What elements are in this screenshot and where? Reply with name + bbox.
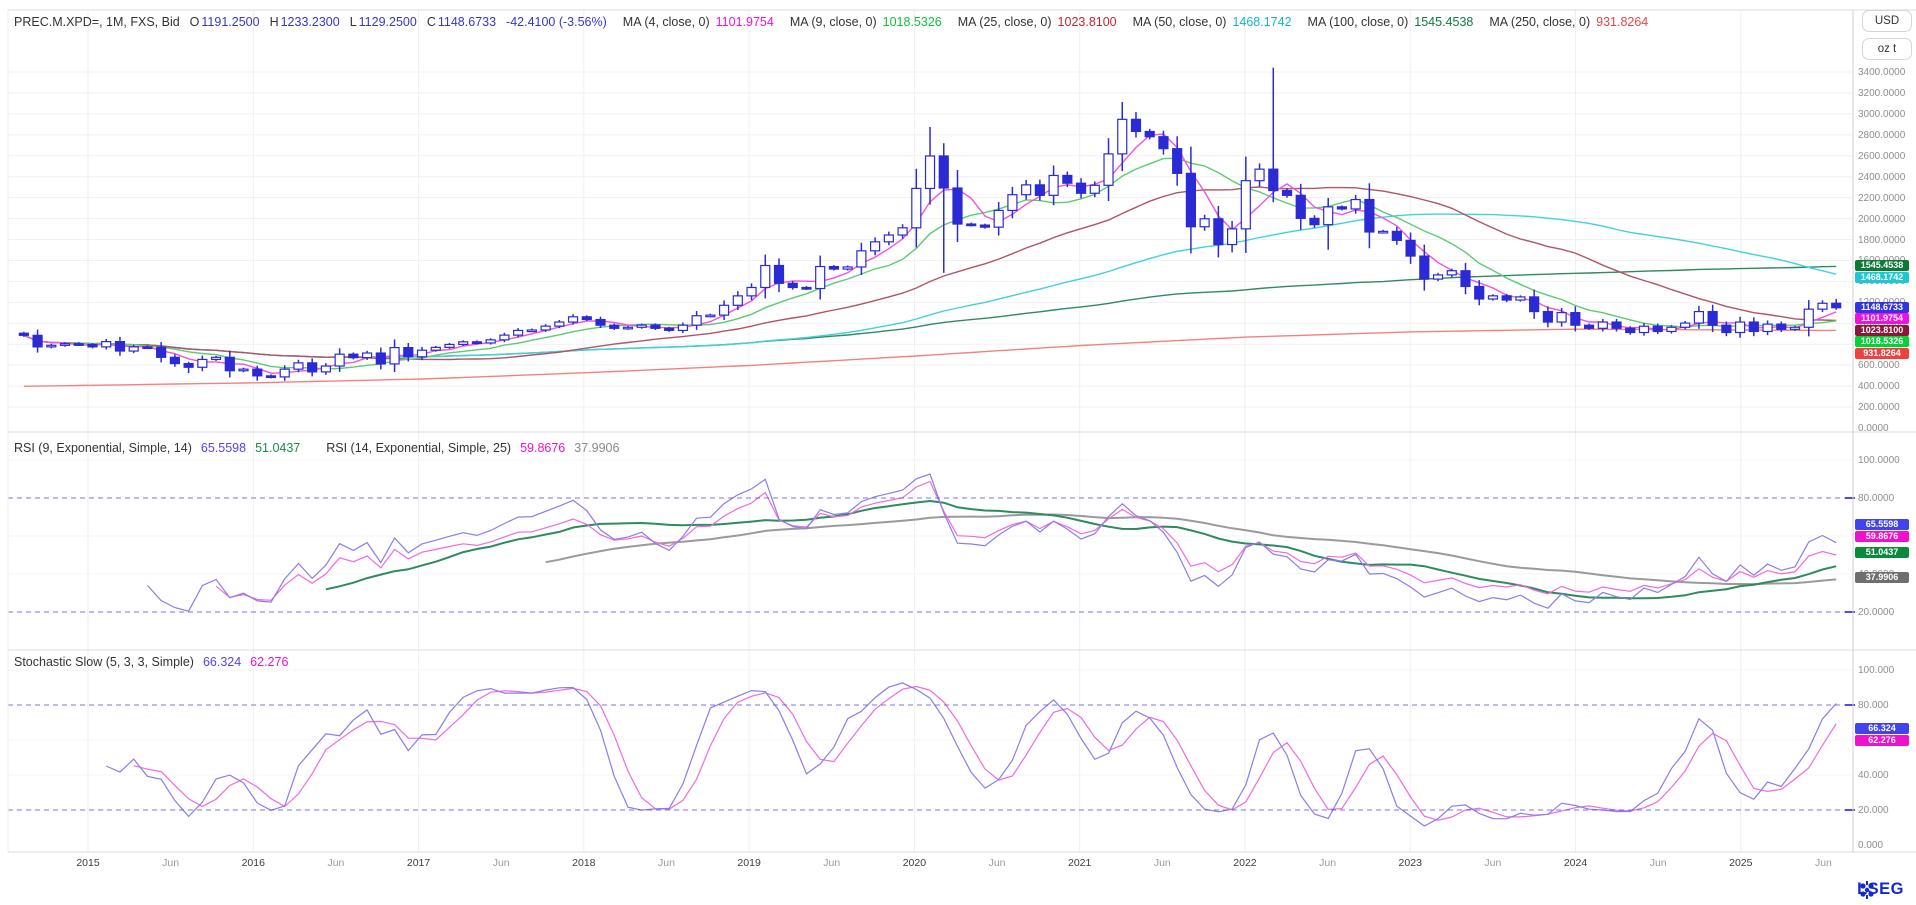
stoch-tick: 40.000 xyxy=(1858,770,1889,781)
ma-legend-item-100[interactable]: MA (100, close, 0) 1545.4538 xyxy=(1307,15,1474,29)
sto-seg-1: 66.324 xyxy=(202,655,242,669)
price-badge: 1148.6733 xyxy=(1855,301,1909,313)
price-tick: 3000.0000 xyxy=(1858,108,1906,120)
candles xyxy=(18,67,1842,381)
rsi-seg-1: 65.5598 xyxy=(200,441,247,455)
price-badge: 1023.8100 xyxy=(1855,324,1909,336)
ma-legend-item-250[interactable]: MA (250, close, 0) 931.8264 xyxy=(1489,15,1649,29)
price-badge: 1468.1742 xyxy=(1855,271,1909,283)
price-tick: 2400.0000 xyxy=(1858,171,1906,183)
unit-box: USD oz t xyxy=(1862,10,1912,66)
rsi-seg-0: RSI (9, Exponential, Simple, 14) xyxy=(14,441,192,455)
x-axis-label: Jun xyxy=(327,857,345,869)
ohlc-c: C 1148.6733 xyxy=(426,15,497,29)
x-axis-label: 2021 xyxy=(1067,857,1092,869)
x-axis-label: 2023 xyxy=(1398,857,1422,869)
ohlc-l: L 1129.2500 xyxy=(349,15,417,29)
price-tick: 600.0000 xyxy=(1858,360,1900,372)
change-value: -42.4100 (-3.56%) xyxy=(506,15,607,29)
x-axis-label: Jun xyxy=(1153,857,1171,869)
x-axis-label: Jun xyxy=(988,857,1006,869)
rsi-tick: 80.0000 xyxy=(1858,493,1895,504)
stoch-badge: 66.324 xyxy=(1855,722,1909,734)
price-tick: 200.0000 xyxy=(1858,402,1900,414)
ma-legend-item-4[interactable]: MA (4, close, 0) 1101.9754 xyxy=(622,15,774,29)
rsi-badge: 51.0437 xyxy=(1855,547,1909,559)
stoch-tick: 0.000 xyxy=(1858,840,1884,851)
currency-chip[interactable]: USD xyxy=(1862,10,1912,32)
stoch-badge: 62.276 xyxy=(1855,735,1909,747)
x-axis-label: Jun xyxy=(1484,857,1502,869)
price-tick: 2600.0000 xyxy=(1858,150,1906,162)
rsi-seg-3: RSI (14, Exponential, Simple, 25) xyxy=(326,441,512,455)
rsi-header[interactable]: RSI (9, Exponential, Simple, 14) 65.5598 5… xyxy=(14,441,619,455)
price-tick: 2800.0000 xyxy=(1858,129,1906,141)
rsi-seg-5: 37.9906 xyxy=(574,441,620,455)
price-badge: 1018.5326 xyxy=(1855,336,1909,348)
lseg-crest-icon xyxy=(1860,881,1874,899)
ma-legend-item-25[interactable]: MA (25, close, 0) 1023.8100 xyxy=(957,15,1117,29)
price-tick: 0.0000 xyxy=(1858,423,1889,434)
x-axis-label: Jun xyxy=(658,857,675,869)
price-tick: 1800.0000 xyxy=(1858,234,1906,246)
ma-legend: MA (4, close, 0) 1101.9754 MA (9, close, 0… xyxy=(607,15,1648,29)
x-axis-label: 2020 xyxy=(902,857,927,869)
x-axis-label: 2016 xyxy=(241,857,265,869)
x-axis-label: 2022 xyxy=(1233,857,1257,869)
price-tick: 3200.0000 xyxy=(1858,87,1906,99)
rsi-tick: 20.0000 xyxy=(1858,607,1895,618)
price-tick: 2000.0000 xyxy=(1858,213,1906,225)
price-tick: 400.0000 xyxy=(1858,381,1900,393)
x-axis-label: Jun xyxy=(492,857,510,869)
ohlc-h: H 1233.2300 xyxy=(269,15,340,29)
ohlc-readout: O 1191.2500 H 1233.2300 L 1129.2500 C 1148.6733 xyxy=(180,15,496,29)
stoch-tick: 20.000 xyxy=(1858,805,1889,816)
x-axis-label: Jun xyxy=(823,857,841,869)
rsi-seg-2: 51.0437 xyxy=(255,441,301,455)
stochastic-header[interactable]: Stochastic Slow (5, 3, 3, Simple) 66.324 6… xyxy=(14,655,288,669)
ohlc-o: O 1191.2500 xyxy=(189,15,260,29)
price-badge: 1101.9754 xyxy=(1855,313,1909,325)
ma-legend-item-9[interactable]: MA (9, close, 0) 1018.5326 xyxy=(789,15,942,29)
x-axis-label: 2017 xyxy=(406,857,431,869)
x-axis-label: Jun xyxy=(1319,857,1337,869)
x-axis-label: 2019 xyxy=(737,857,761,869)
main-legend: PREC.M.XPD=, 1M, FXS, Bid O 1191.2500 H 123… xyxy=(14,13,1648,31)
rsi-tick: 100.0000 xyxy=(1858,455,1900,466)
rsi-badge: 65.5598 xyxy=(1855,519,1909,531)
price-tick: 3400.0000 xyxy=(1858,67,1906,78)
x-axis-label: Jun xyxy=(1814,857,1832,869)
rsi-badge: 59.8676 xyxy=(1855,531,1909,543)
price-badge: 931.8264 xyxy=(1855,347,1909,359)
x-axis-label: 2025 xyxy=(1729,857,1753,869)
ma-legend-item-50[interactable]: MA (50, close, 0) 1468.1742 xyxy=(1132,15,1292,29)
x-axis-label: Jun xyxy=(162,857,180,869)
price-badge: 1545.4538 xyxy=(1855,260,1909,272)
x-axis-label: Jun xyxy=(1649,857,1667,869)
x-axis-label: 2015 xyxy=(76,857,100,869)
stoch-tick: 80.000 xyxy=(1858,700,1889,711)
rsi-seg-4: 59.8676 xyxy=(520,441,566,455)
stoch-tick: 100.000 xyxy=(1858,665,1895,676)
x-axis-label: 2024 xyxy=(1563,857,1588,869)
sto-seg-2: 62.276 xyxy=(250,655,289,669)
lseg-logo: LSEG xyxy=(1857,880,1904,899)
rsi-badge: 37.9906 xyxy=(1855,571,1909,583)
sto-seg-0: Stochastic Slow (5, 3, 3, Simple) xyxy=(14,655,194,669)
x-axis-label: 2018 xyxy=(572,857,596,869)
unit-chip[interactable]: oz t xyxy=(1862,38,1912,60)
instrument-title[interactable]: PREC.M.XPD=, 1M, FXS, Bid xyxy=(14,15,180,29)
price-tick: 2200.0000 xyxy=(1858,192,1906,204)
